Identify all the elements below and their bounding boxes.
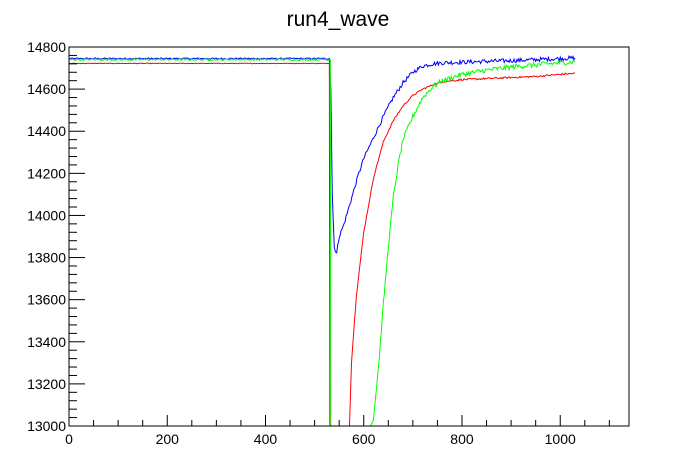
- y-tick-label: 14200: [27, 165, 66, 181]
- x-tick-label: 800: [450, 431, 474, 447]
- x-tick-label: 1000: [545, 431, 576, 447]
- y-tick-label: 13400: [27, 334, 66, 350]
- y-tick-label: 13800: [27, 250, 66, 266]
- y-tick-label: 13000: [27, 418, 66, 434]
- series-line-1: [69, 62, 576, 426]
- x-tick-label: 400: [254, 431, 278, 447]
- y-tick-label: 13200: [27, 376, 66, 392]
- plot-frame: [68, 46, 630, 427]
- series-line-2: [69, 57, 576, 426]
- y-tick-label: 14000: [27, 207, 66, 223]
- y-tick-label: 13600: [27, 292, 66, 308]
- x-tick-label: 600: [352, 431, 376, 447]
- chart-title: run4_wave: [287, 8, 390, 31]
- y-tick-label: 14400: [27, 123, 66, 139]
- y-tick-label: 14600: [27, 81, 66, 97]
- plot-area: [69, 55, 576, 426]
- series-line-0: [69, 55, 576, 254]
- x-tick-label: 0: [65, 431, 73, 447]
- x-tick-label: 200: [156, 431, 180, 447]
- y-tick-label: 14800: [27, 39, 66, 55]
